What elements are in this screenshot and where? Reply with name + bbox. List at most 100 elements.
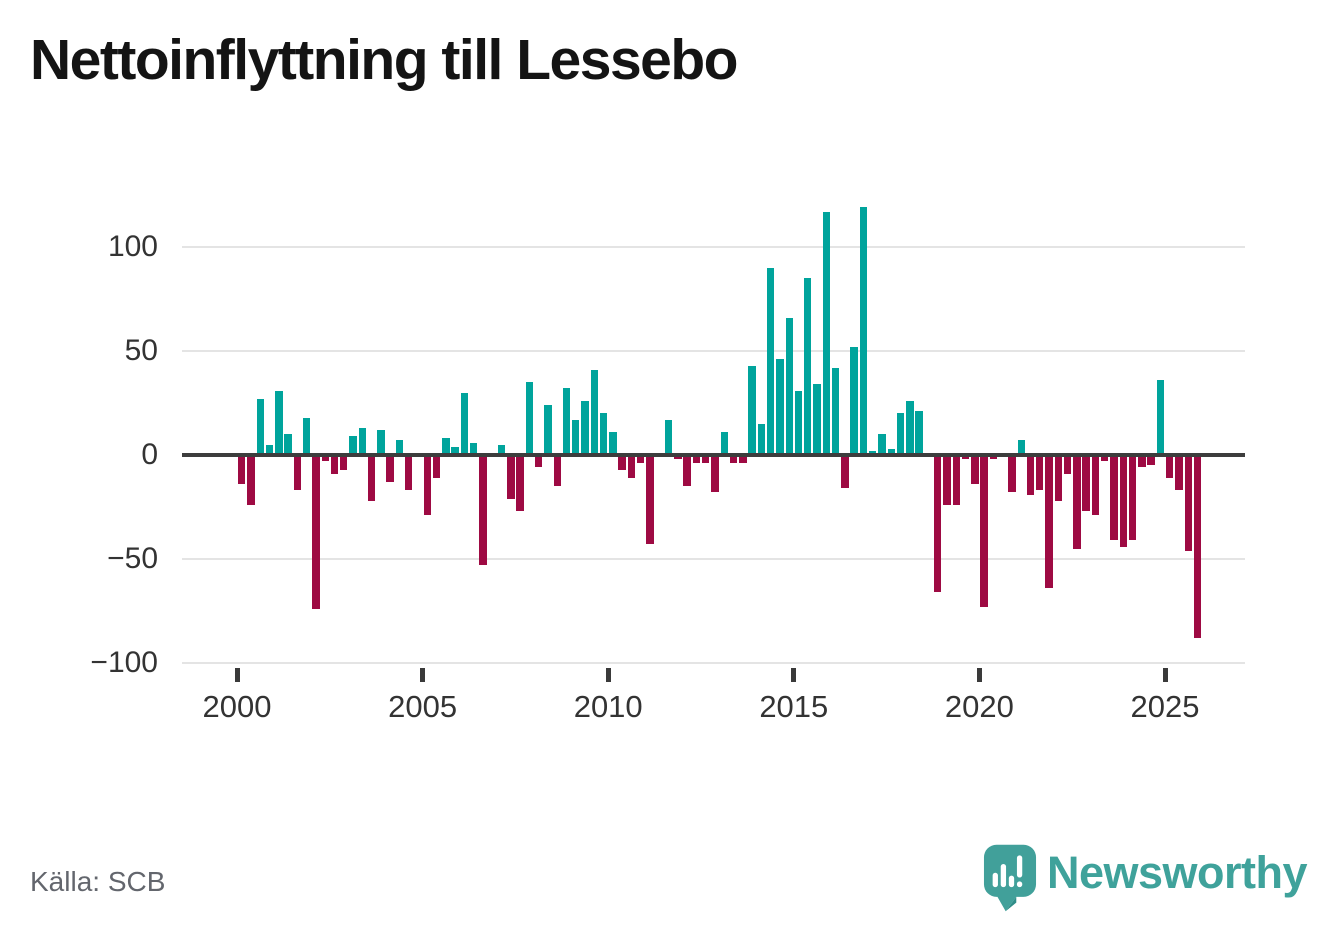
bar-2005Q2 xyxy=(432,455,441,478)
bar-2014Q2 xyxy=(766,267,775,455)
bar-2001Q3 xyxy=(293,455,302,491)
bar-2012Q3 xyxy=(702,455,710,464)
bar-2024Q1 xyxy=(1128,455,1137,541)
gridline xyxy=(182,558,1245,560)
bar-2023Q1 xyxy=(1091,455,1100,516)
bar-2014Q3 xyxy=(776,359,784,455)
bar-2000Q3 xyxy=(256,398,264,455)
bar-2016Q1 xyxy=(831,367,840,455)
bar-2005Q4 xyxy=(451,446,459,455)
bar-2010Q3 xyxy=(627,455,636,478)
bar-2019Q4 xyxy=(971,455,979,485)
bar-2006Q1 xyxy=(460,392,469,455)
bar-2010Q2 xyxy=(618,455,626,470)
bar-2002Q4 xyxy=(340,455,348,470)
source-caption: Källa: SCB xyxy=(30,866,166,897)
bar-2012Q4 xyxy=(711,455,719,493)
x-tick-label: 2015 xyxy=(759,689,829,724)
bar-2016Q3 xyxy=(850,346,858,455)
bar-2007Q2 xyxy=(507,455,515,499)
bar-2011Q1 xyxy=(646,455,654,545)
bar-2002Q3 xyxy=(330,455,339,474)
bar-2024Q3 xyxy=(1147,455,1155,466)
bar-2015Q4 xyxy=(822,211,831,455)
bar-2001Q1 xyxy=(275,390,283,455)
bar-2021Q3 xyxy=(1036,455,1044,491)
x-tick-label: 2025 xyxy=(1130,689,1200,724)
bar-2013Q1 xyxy=(720,432,728,455)
bar-2000Q2 xyxy=(247,455,255,505)
bar-2013Q2 xyxy=(729,455,738,464)
bar-2000Q1 xyxy=(238,455,246,485)
bar-2004Q3 xyxy=(405,455,413,491)
bar-2014Q1 xyxy=(757,423,766,455)
y-tick-label: 50 xyxy=(124,334,158,367)
x-tick-label: 2005 xyxy=(388,689,458,724)
bar-2014Q4 xyxy=(785,317,793,455)
bar-2025Q3 xyxy=(1184,455,1192,551)
bar-2008Q1 xyxy=(534,455,543,468)
bar-2023Q3 xyxy=(1110,455,1118,541)
x-tick-mark xyxy=(605,668,611,682)
bar-2001Q4 xyxy=(302,417,311,455)
newsworthy-bubble-chart-icon xyxy=(983,844,1037,912)
bar-2020Q4 xyxy=(1008,455,1016,493)
bar-2021Q1 xyxy=(1017,440,1025,455)
bar-2022Q3 xyxy=(1073,455,1081,549)
gridline xyxy=(182,662,1245,664)
bar-2007Q1 xyxy=(497,444,506,455)
bar-2017Q4 xyxy=(896,413,905,455)
bar-2009Q3 xyxy=(590,369,599,455)
gridline xyxy=(182,350,1245,352)
bar-2020Q1 xyxy=(980,455,988,607)
bar-2015Q2 xyxy=(804,278,812,455)
bar-2018Q4 xyxy=(934,455,942,593)
y-tick-label: 0 xyxy=(141,438,158,471)
chart-title: Nettoinflyttning till Lessebo xyxy=(30,28,739,92)
bar-2023Q2 xyxy=(1101,455,1109,462)
bar-2011Q3 xyxy=(664,419,673,455)
bar-2007Q3 xyxy=(516,455,524,512)
gridline xyxy=(182,246,1245,248)
x-tick-mark xyxy=(1162,668,1168,682)
bar-2015Q1 xyxy=(794,390,803,455)
bar-2003Q4 xyxy=(377,430,385,455)
y-tick-label: 100 xyxy=(107,230,158,263)
bar-2019Q2 xyxy=(952,455,960,505)
bar-2015Q3 xyxy=(813,384,821,455)
bar-2025Q4 xyxy=(1193,455,1202,639)
bar-2023Q4 xyxy=(1119,455,1127,547)
bar-2022Q1 xyxy=(1054,455,1063,501)
x-tick-label: 2000 xyxy=(202,689,272,724)
bar-2004Q2 xyxy=(395,440,404,455)
bar-2018Q2 xyxy=(915,411,923,455)
bar-2012Q1 xyxy=(683,455,691,487)
bar-2009Q1 xyxy=(572,419,580,455)
x-tick-mark xyxy=(791,668,797,682)
bar-chart: 100 50 0 −50 −100 2000 2005 2010 2015 2020 2025 xyxy=(0,195,1322,740)
bar-2025Q2 xyxy=(1175,455,1183,491)
bar-2000Q4 xyxy=(265,444,274,455)
bar-2005Q1 xyxy=(423,455,431,516)
bar-2009Q2 xyxy=(581,400,589,455)
bar-2008Q2 xyxy=(544,405,552,455)
bar-2010Q1 xyxy=(609,432,617,455)
bar-2019Q3 xyxy=(961,455,970,460)
bar-2009Q4 xyxy=(599,413,608,455)
bar-2001Q2 xyxy=(284,434,292,455)
x-tick-mark xyxy=(234,668,240,682)
bar-2013Q3 xyxy=(739,455,747,464)
bar-2010Q4 xyxy=(637,455,645,464)
bar-2006Q3 xyxy=(479,455,487,566)
bar-2022Q4 xyxy=(1082,455,1090,512)
bar-2018Q1 xyxy=(906,400,914,455)
bar-2021Q4 xyxy=(1045,455,1053,589)
bar-2016Q4 xyxy=(859,207,868,455)
bar-2004Q1 xyxy=(386,455,394,483)
bar-2005Q3 xyxy=(442,438,450,455)
zero-axis-line xyxy=(182,453,1245,457)
bar-2007Q4 xyxy=(525,382,534,455)
bar-2020Q2 xyxy=(989,455,998,460)
bar-2017Q2 xyxy=(878,434,886,455)
